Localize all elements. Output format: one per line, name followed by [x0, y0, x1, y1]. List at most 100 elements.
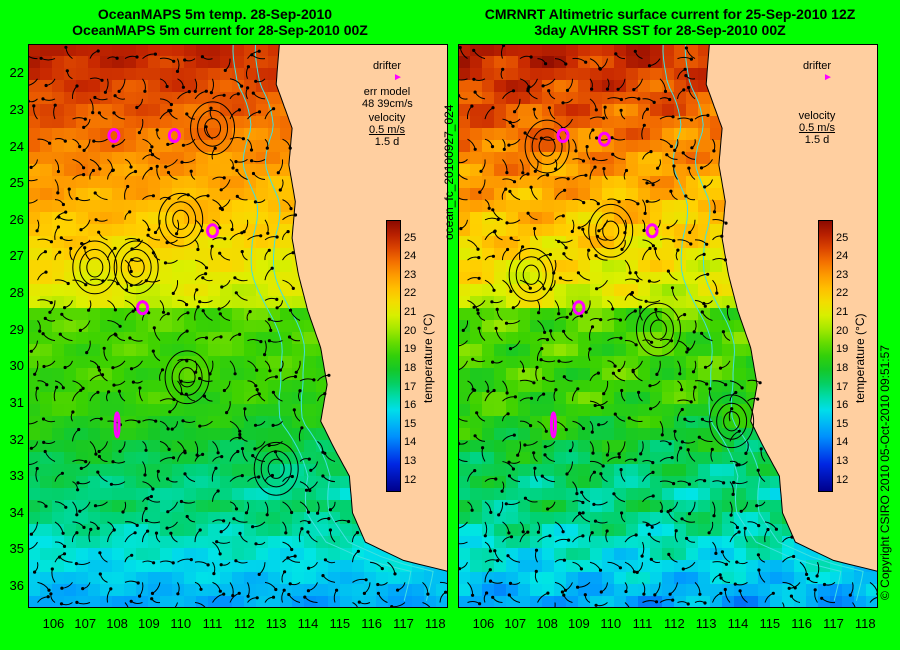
vector-head — [723, 587, 727, 592]
map-frame — [458, 44, 878, 608]
vector-head — [605, 87, 610, 91]
colorbar-tick-label: 18 — [836, 361, 849, 374]
vector-head — [241, 137, 245, 141]
current-vector — [869, 596, 878, 603]
drifter-track — [549, 411, 557, 439]
vector-head — [220, 455, 224, 459]
vector-head — [511, 306, 515, 310]
vector-head — [477, 326, 481, 330]
vector-head — [689, 118, 694, 122]
vector-head — [181, 85, 185, 89]
vector-head — [805, 572, 809, 577]
vector-head — [532, 107, 536, 111]
vector-head — [671, 115, 675, 119]
vector-head — [111, 460, 115, 464]
vector-head — [278, 368, 282, 372]
vector-head — [79, 388, 83, 392]
vector-head — [426, 592, 430, 596]
vector-head — [234, 507, 239, 511]
vector-head — [670, 456, 674, 460]
vector-head — [67, 187, 71, 191]
colorbar-tick-label: 16 — [836, 399, 849, 412]
vector-head — [240, 84, 244, 88]
longitude-tick-label: 112 — [233, 616, 255, 631]
vector-head — [724, 562, 728, 566]
vector-head — [121, 510, 125, 514]
vector-head — [598, 568, 603, 572]
vector-head — [627, 416, 631, 420]
vector-head — [321, 474, 325, 478]
vector-head — [472, 305, 476, 309]
drifter-legend-marker: ► — [393, 72, 403, 83]
vector-head — [38, 329, 42, 333]
vector-head — [537, 311, 541, 315]
vector-head — [668, 97, 672, 102]
vector-head — [651, 183, 655, 187]
vector-head — [69, 246, 73, 251]
vector-head — [293, 213, 298, 217]
eddy-streamline — [178, 367, 196, 388]
vector-head — [624, 589, 628, 594]
vector-head — [528, 286, 532, 290]
vector-head — [488, 549, 492, 553]
vector-head — [596, 371, 600, 375]
vector-head — [632, 88, 636, 92]
vector-head — [255, 388, 259, 392]
latitude-tick-label: 26 — [9, 211, 24, 227]
vector-head — [219, 335, 223, 339]
velocity-legend-label: velocity — [368, 112, 406, 124]
vector-head — [507, 460, 511, 464]
vector-head — [151, 349, 155, 353]
vector-head — [792, 554, 796, 559]
vector-head — [771, 591, 775, 595]
vector-head — [118, 324, 122, 328]
vector-head — [82, 148, 86, 152]
vector-head — [669, 189, 673, 193]
vector-head — [75, 84, 79, 88]
vector-head — [490, 300, 494, 304]
vector-head — [250, 53, 254, 57]
vector-head — [848, 593, 852, 597]
vector-head — [218, 552, 222, 556]
vector-head — [723, 258, 727, 262]
vector-head — [496, 559, 500, 563]
vector-head — [288, 146, 292, 150]
vector-head — [62, 544, 67, 548]
vector-head — [597, 423, 601, 427]
right-title-line2: 3day AVHRR SST for 28-Sep-2010 00Z — [534, 22, 786, 38]
vector-head — [568, 449, 572, 453]
vector-head — [594, 254, 598, 258]
current-vector — [458, 172, 468, 180]
vector-head — [71, 410, 75, 414]
colorbar-tick-label: 14 — [404, 436, 417, 449]
vector-head — [647, 279, 651, 283]
vector-head — [505, 391, 509, 395]
vector-head — [61, 202, 65, 207]
vector-head — [204, 336, 209, 340]
vector-head — [63, 306, 67, 310]
vector-head — [59, 602, 64, 606]
vector-head — [494, 477, 498, 481]
vector-head — [732, 480, 736, 485]
vector-head — [144, 506, 148, 511]
vector-head — [201, 276, 205, 280]
vector-head — [616, 87, 620, 91]
vector-head — [562, 593, 566, 597]
vector-head — [523, 443, 527, 447]
vector-head — [153, 52, 157, 56]
vector-head — [83, 117, 87, 121]
vector-head — [660, 433, 664, 437]
vector-head — [593, 519, 598, 523]
drifter-legend-label: drifter — [372, 60, 402, 72]
vector-head — [562, 252, 566, 256]
longitude-tick-label: 113 — [695, 616, 717, 631]
drifter-track — [206, 223, 220, 239]
vector-head — [592, 157, 596, 161]
vector-head — [276, 171, 280, 175]
vector-head — [592, 470, 596, 474]
vector-head — [532, 381, 536, 385]
latitude-tick-label: 23 — [9, 101, 24, 117]
vector-head — [554, 167, 558, 171]
vector-head — [720, 550, 724, 554]
vector-head — [529, 424, 533, 428]
